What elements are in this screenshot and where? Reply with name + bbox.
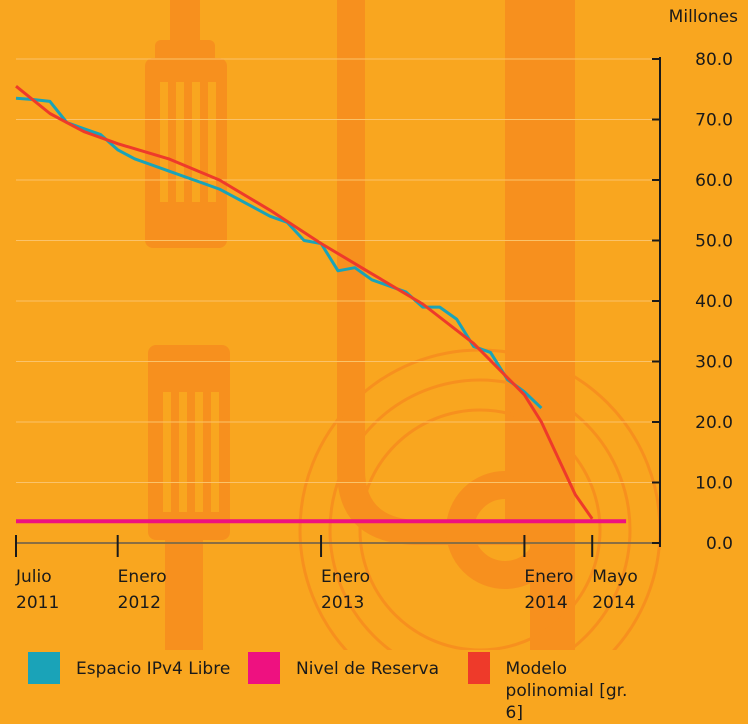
legend-item: Nivel de Reserva — [248, 652, 468, 724]
y-axis-label: Millones — [669, 7, 738, 27]
legend-swatch — [248, 652, 280, 684]
legend-swatch — [468, 652, 490, 684]
y-tick-label: 0.0 — [706, 534, 733, 554]
legend-item: Espacio IPv4 Libre — [28, 652, 248, 724]
legend-label: Nivel de Reserva — [296, 652, 439, 680]
legend-label: Modelo polinomial [gr. 6] — [506, 652, 648, 724]
legend-item: Modelo polinomial [gr. 6] — [468, 652, 648, 724]
y-tick-label: 70.0 — [695, 111, 733, 131]
decoration — [145, 0, 660, 650]
y-tick-label: 30.0 — [695, 353, 733, 373]
y-tick-label: 10.0 — [695, 474, 733, 494]
y-tick-label: 60.0 — [695, 171, 733, 191]
y-tick-label: 50.0 — [695, 232, 733, 252]
y-tick-label: 80.0 — [695, 50, 733, 70]
y-tick-label: 20.0 — [695, 413, 733, 433]
chart: Millones 0.0 10.0 20.0 30.0 40.0 50.0 60.0 70.0… — [0, 0, 748, 650]
legend-label: Espacio IPv4 Libre — [76, 652, 230, 680]
page: Millones 0.0 10.0 20.0 30.0 40.0 50.0 60.0 70.0… — [0, 0, 748, 704]
legend: Espacio IPv4 Libre Nivel de Reserva Modelo… — [28, 652, 648, 724]
y-tick-label: 40.0 — [695, 292, 733, 312]
legend-swatch — [28, 652, 60, 684]
